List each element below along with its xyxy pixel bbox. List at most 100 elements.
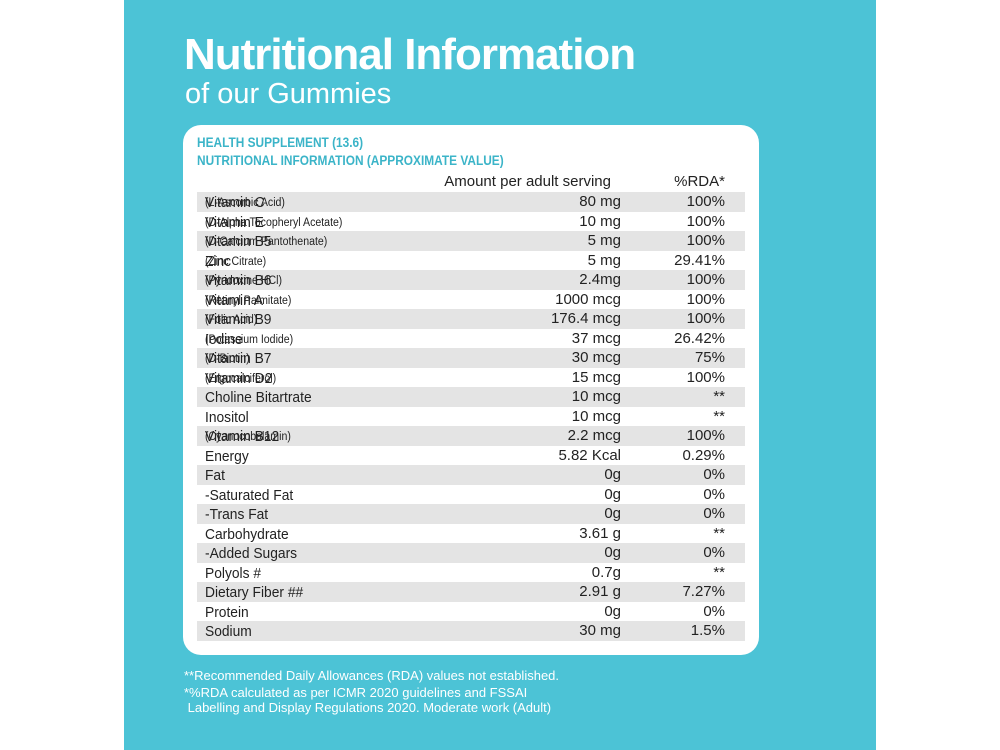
nutrient-cell: Vitamin B6 (Pyridoxine HCl) — [205, 271, 283, 289]
nutrient-name: -Saturated Fat — [205, 486, 294, 504]
amount-cell: 1000 mcg — [555, 290, 621, 308]
amount-cell: 80 mg — [579, 193, 621, 210]
nutrient-cell: Vitamin C (L-Ascorbic Acid) — [205, 193, 285, 211]
amount-cell: 10 mcg — [571, 407, 621, 425]
table-row: Sodium 30 mg 1.5% — [197, 621, 745, 641]
nutrient-name: Dietary Fiber ## — [205, 584, 304, 601]
nutrient-detail: (Retinyl Palmitate) — [205, 294, 292, 307]
rda-cell: 100% — [686, 427, 725, 444]
nutrient-name: Vitamin B7 — [205, 350, 272, 367]
amount-cell: 37 mcg — [571, 329, 621, 347]
amount-cell: 2.4mg — [579, 271, 621, 288]
nutrient-name: Vitamin B6 — [205, 272, 272, 289]
nutrient-name: Energy — [205, 447, 249, 465]
table-row: Vitamin E (D-Alpha Tocopheryl Acetate) 10… — [197, 212, 745, 232]
nutrient-detail: (Folic Acid) — [205, 314, 258, 326]
nutrient-name: Vitamin B5 — [205, 233, 272, 250]
nutrient-cell: Vitamin E (D-Alpha Tocopheryl Acetate) — [205, 213, 343, 231]
rda-cell: ** — [713, 407, 725, 425]
nutrition-card: HEALTH SUPPLEMENT (13.6) NUTRITIONAL INF… — [183, 125, 759, 655]
table-row: Iodine (Potassium Iodide) 37 mcg 26.42% — [197, 329, 745, 349]
table-row: -Trans Fat 0g 0% — [197, 504, 745, 524]
rda-cell: 100% — [686, 368, 725, 386]
nutrient-name: Vitamin A — [205, 291, 264, 309]
nutrient-cell: Vitamin B5 (D-Calcium Pantothenate) — [205, 232, 328, 250]
nutrient-cell: Zinc (Zinc Citrate) — [205, 252, 266, 270]
column-header: Amount per adult serving %RDA* — [183, 172, 759, 192]
amount-cell: 5.82 Kcal — [558, 446, 621, 464]
nutrient-name: Vitamin E — [205, 213, 264, 231]
nutrient-detail: (Pyridoxine HCl) — [205, 275, 283, 287]
table-heading: HEALTH SUPPLEMENT (13.6) — [197, 135, 364, 150]
nutrient-detail: (Potassium Iodide) — [205, 333, 294, 346]
table-row: Choline Bitartrate 10 mcg ** — [197, 387, 745, 407]
nutrient-name: Fat — [205, 467, 225, 484]
amount-cell: 10 mg — [579, 212, 621, 230]
amount-cell: 5 mg — [587, 232, 621, 249]
rda-cell: 0% — [703, 485, 725, 503]
table-row: Vitamin B7 (D-Biotin) 30 mcg 75% — [197, 348, 745, 368]
rda-cell: 0% — [703, 466, 725, 483]
nutrient-cell: Vitamin B7 (D-Biotin) — [205, 349, 271, 367]
rda-cell: ** — [713, 563, 725, 581]
nutrient-cell: Vitamin B12 (Cyanocobalamin) — [205, 427, 291, 445]
subtitle: of our Gummies — [185, 78, 392, 110]
amount-cell: 30 mg — [579, 622, 621, 639]
table-row: Vitamin A (Retinyl Palmitate) 1000 mcg 100… — [197, 290, 745, 310]
nutrient-name: Sodium — [205, 623, 252, 640]
nutrient-name: Inositol — [205, 408, 249, 426]
rda-cell: 100% — [686, 212, 725, 230]
nutrient-name: Protein — [205, 603, 249, 621]
nutrient-detail: (D-Alpha Tocopheryl Acetate) — [205, 216, 343, 229]
table-subheading: NUTRITIONAL INFORMATION (APPROXIMATE VAL… — [197, 153, 504, 168]
table-body: Vitamin C (L-Ascorbic Acid) 80 mg 100% Vita… — [197, 192, 745, 641]
amount-cell: 176.4 mcg — [550, 310, 621, 327]
table-row: Fat 0g 0% — [197, 465, 745, 485]
amount-cell: 10 mcg — [571, 388, 621, 405]
rda-cell: 100% — [686, 271, 725, 288]
rda-cell: ** — [713, 388, 725, 405]
footnote: Labelling and Display Regulations 2020. … — [184, 700, 552, 715]
footnote: **Recommended Daily Allowances (RDA) val… — [184, 668, 560, 683]
table-row: Inositol 10 mcg ** — [197, 407, 745, 427]
rda-cell: 100% — [686, 290, 725, 308]
nutrient-name: Choline Bitartrate — [205, 389, 312, 406]
rda-cell: 100% — [686, 310, 725, 327]
table-row: Vitamin C (L-Ascorbic Acid) 80 mg 100% — [197, 192, 745, 212]
table-row: Polyols # 0.7g ** — [197, 563, 745, 583]
nutrient-name: Iodine — [205, 330, 243, 348]
table-row: Vitamin D2 (Ergocalciferol) 15 mcg 100% — [197, 368, 745, 388]
nutrient-name: Vitamin B9 — [205, 311, 272, 328]
rda-cell: 1.5% — [690, 622, 725, 639]
table-row: Zinc (Zinc Citrate) 5 mg 29.41% — [197, 251, 745, 271]
footnote: *%RDA calculated as per ICMR 2020 guidel… — [184, 685, 528, 700]
nutrient-name: -Trans Fat — [205, 506, 269, 523]
amount-cell: 30 mcg — [571, 349, 621, 366]
rda-cell: ** — [713, 524, 725, 542]
rda-cell: 100% — [686, 232, 725, 249]
nutrient-detail: (D-Biotin) — [205, 353, 250, 365]
rda-cell: 26.42% — [674, 329, 725, 347]
nutrient-name: Vitamin C — [205, 194, 265, 211]
nutrient-detail: (Ergocalciferol) — [205, 372, 277, 385]
rda-cell: 0% — [703, 505, 725, 522]
column-label: Amount per adult serving — [444, 173, 611, 190]
table-row: Vitamin B9 (Folic Acid) 176.4 mcg 100% — [197, 309, 745, 329]
nutrient-name: Vitamin B12 — [205, 428, 280, 445]
rda-cell: 7.27% — [682, 583, 725, 600]
nutrient-name: Vitamin D2 — [205, 369, 273, 387]
table-row: Vitamin B5 (D-Calcium Pantothenate) 5 mg 1… — [197, 231, 745, 251]
rda-cell: 0% — [703, 602, 725, 620]
nutrient-cell: Vitamin B9 (Folic Acid) — [205, 310, 271, 328]
amount-cell: 2.91 g — [579, 583, 621, 600]
nutrient-name: Polyols # — [205, 564, 262, 582]
amount-cell: 0g — [604, 505, 621, 522]
amount-cell: 2.2 mcg — [567, 427, 621, 444]
rda-cell: 0.29% — [682, 446, 725, 464]
amount-cell: 0g — [604, 544, 621, 561]
nutrient-name: Zinc — [205, 252, 232, 270]
nutrient-detail: (D-Calcium Pantothenate) — [205, 236, 328, 248]
nutrient-cell: Vitamin D2 (Ergocalciferol) — [205, 369, 277, 387]
table-row: Protein 0g 0% — [197, 602, 745, 622]
